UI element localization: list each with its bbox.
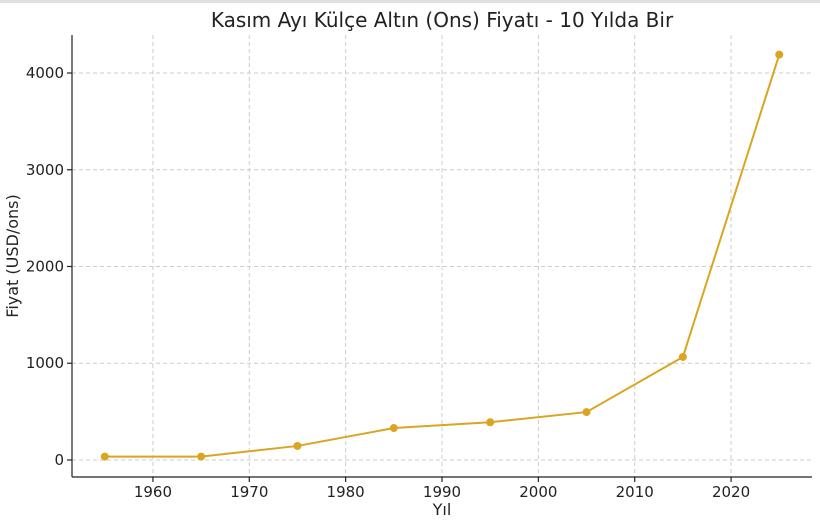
x-tick-label: 2000: [519, 483, 557, 501]
x-tick-label: 1990: [423, 483, 461, 501]
marker: [775, 50, 784, 59]
x-tick-label: 1980: [327, 483, 365, 501]
marker: [486, 418, 495, 427]
marker: [100, 452, 109, 461]
top-bar: [0, 0, 820, 3]
y-axis-label: Fiyat (USD/ons): [3, 194, 22, 317]
line: [104, 54, 781, 458]
x-tick-label: 1960: [134, 483, 172, 501]
y-tick-label: 2000: [26, 257, 64, 275]
marker: [389, 424, 398, 433]
x-tick-label: 2020: [712, 483, 750, 501]
x-axis-label: Yıl: [432, 500, 452, 519]
x-tick-label: 2010: [616, 483, 654, 501]
marker: [582, 408, 591, 417]
marker: [293, 441, 302, 450]
marker: [197, 452, 206, 461]
marker: [678, 352, 687, 361]
chart-title: Kasım Ayı Külçe Altın (Ons) Fiyatı - 10 …: [211, 8, 674, 32]
y-tick-label: 0: [54, 451, 64, 469]
x-tick-label: 1970: [230, 483, 268, 501]
y-tick-label: 1000: [26, 354, 64, 372]
y-tick-label: 4000: [26, 64, 64, 82]
y-tick-label: 3000: [26, 161, 64, 179]
